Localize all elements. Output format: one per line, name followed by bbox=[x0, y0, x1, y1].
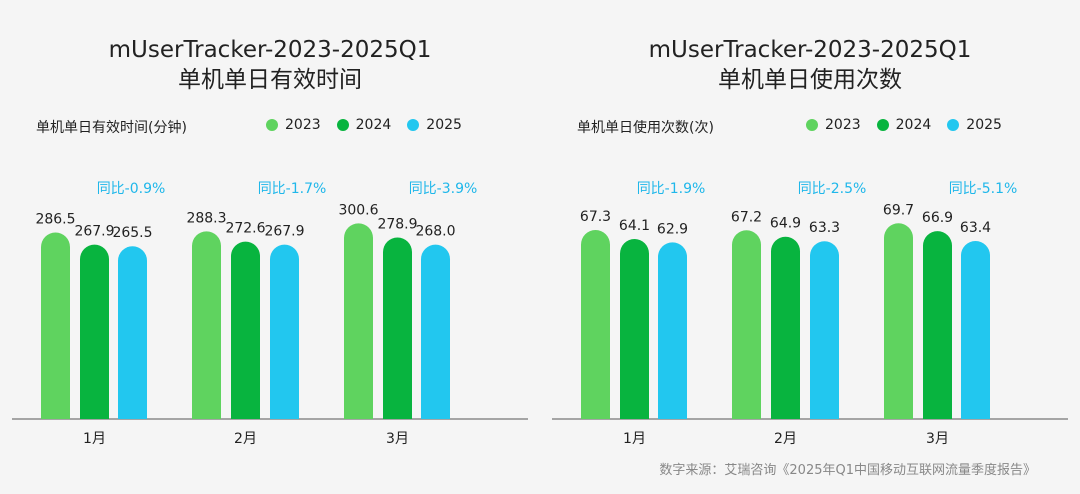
data-label: 63.3 bbox=[809, 220, 840, 236]
chart-subtitle: 单机单日有效时间 bbox=[178, 67, 362, 93]
data-label: 288.3 bbox=[186, 210, 226, 226]
x-tick-label: 1月 bbox=[83, 431, 106, 447]
data-label: 267.9 bbox=[74, 224, 114, 240]
legend-label-2024: 2024 bbox=[895, 117, 932, 133]
bar-2025-2 bbox=[270, 244, 299, 419]
chart-subtitle: 单机单日使用次数 bbox=[718, 67, 902, 93]
yoy-annotation: 同比-1.9% bbox=[637, 181, 706, 197]
data-label: 67.3 bbox=[580, 209, 611, 225]
data-label: 278.9 bbox=[377, 216, 417, 232]
data-label: 64.1 bbox=[619, 218, 650, 234]
bar-2024-3 bbox=[923, 231, 952, 419]
bar-2024-3 bbox=[383, 237, 412, 419]
data-label: 267.9 bbox=[264, 224, 304, 240]
legend-dot-2025 bbox=[947, 119, 960, 131]
bar-2023-1 bbox=[581, 230, 610, 419]
legend-item-2025: 2025 bbox=[947, 117, 1002, 133]
data-label: 286.5 bbox=[35, 212, 75, 228]
data-label: 67.2 bbox=[731, 209, 762, 225]
yoy-annotation: 同比-2.5% bbox=[798, 181, 867, 197]
bar-2024-1 bbox=[620, 238, 649, 419]
bar-2024-1 bbox=[80, 244, 109, 419]
data-label: 300.6 bbox=[338, 202, 378, 218]
data-label: 272.6 bbox=[225, 221, 265, 237]
source-note: 数字来源：艾瑞咨询《2025年Q1中国移动互联网流量季度报告》 bbox=[659, 463, 1036, 478]
bar-2023-1 bbox=[41, 232, 70, 419]
legend: 2023 2024 2025 bbox=[266, 117, 462, 133]
y-axis-label: 单机单日使用次数(次) bbox=[577, 120, 714, 136]
legend-dot-2024 bbox=[876, 119, 889, 131]
bar-2024-2 bbox=[771, 236, 800, 419]
legend-dot-2023 bbox=[266, 119, 278, 131]
bar-2025-3 bbox=[421, 244, 450, 419]
data-label: 265.5 bbox=[112, 225, 152, 241]
bar-2023-2 bbox=[192, 231, 221, 419]
yoy-annotation: 同比-0.9% bbox=[97, 181, 166, 197]
data-label: 268.0 bbox=[415, 224, 455, 240]
legend-dot-2025 bbox=[407, 119, 420, 131]
legend-item-2023: 2023 bbox=[266, 117, 321, 133]
chart-panel-count: mUserTracker-2023-2025Q1 单机单日使用次数 单机单日使用… bbox=[540, 0, 1080, 494]
bar-2025-1 bbox=[118, 246, 147, 419]
legend-label-2023: 2023 bbox=[825, 117, 861, 133]
legend-item-2024: 2024 bbox=[336, 117, 392, 133]
legend-item-2025: 2025 bbox=[407, 117, 462, 133]
bar-2025-2 bbox=[810, 241, 839, 419]
bar-2023-3 bbox=[344, 223, 373, 419]
legend-item-2024: 2024 bbox=[876, 117, 932, 133]
x-tick-label: 2月 bbox=[774, 431, 797, 447]
x-tick-label: 3月 bbox=[926, 431, 949, 447]
yoy-annotation: 同比-5.1% bbox=[949, 181, 1018, 197]
legend-label-2025: 2025 bbox=[966, 117, 1002, 133]
x-tick-label: 2月 bbox=[234, 431, 257, 447]
legend: 2023 2024 2025 bbox=[806, 117, 1002, 133]
data-label: 62.9 bbox=[657, 221, 688, 237]
data-label: 64.9 bbox=[770, 216, 801, 232]
bar-2023-2 bbox=[732, 230, 761, 419]
x-tick-label: 3月 bbox=[386, 431, 409, 447]
yoy-annotation: 同比-1.7% bbox=[258, 181, 327, 197]
x-tick-label: 1月 bbox=[623, 431, 646, 447]
legend-label-2023: 2023 bbox=[285, 117, 321, 133]
legend-item-2023: 2023 bbox=[806, 117, 861, 133]
bar-2025-1 bbox=[658, 242, 687, 419]
bar-2024-2 bbox=[231, 241, 260, 419]
bar-2025-3 bbox=[961, 240, 990, 419]
yoy-annotation: 同比-3.9% bbox=[409, 181, 478, 197]
legend-dot-2023 bbox=[806, 119, 818, 131]
bar-2023-3 bbox=[884, 223, 913, 419]
data-label: 66.9 bbox=[922, 210, 953, 226]
chart-title: mUserTracker-2023-2025Q1 bbox=[648, 37, 972, 63]
chart-title: mUserTracker-2023-2025Q1 bbox=[108, 37, 432, 63]
bar-chart-duration: 286.5267.9265.51月同比-0.9%288.3272.6267.92… bbox=[12, 181, 528, 447]
bar-chart-count: 67.3 64.1 62.9 1月 同比-1.9% 67.2 64.9 63.3 2月 同比-2.… bbox=[552, 181, 1068, 447]
y-axis-label: 单机单日有效时间(分钟) bbox=[36, 120, 187, 136]
legend-label-2025: 2025 bbox=[426, 117, 462, 133]
chart-panel-duration: mUserTracker-2023-2025Q1 单机单日有效时间 单机单日有效… bbox=[12, 37, 528, 447]
legend-label-2024: 2024 bbox=[355, 117, 392, 133]
data-label: 69.7 bbox=[883, 202, 914, 218]
legend-dot-2024 bbox=[336, 119, 349, 131]
data-label: 63.4 bbox=[960, 220, 991, 236]
